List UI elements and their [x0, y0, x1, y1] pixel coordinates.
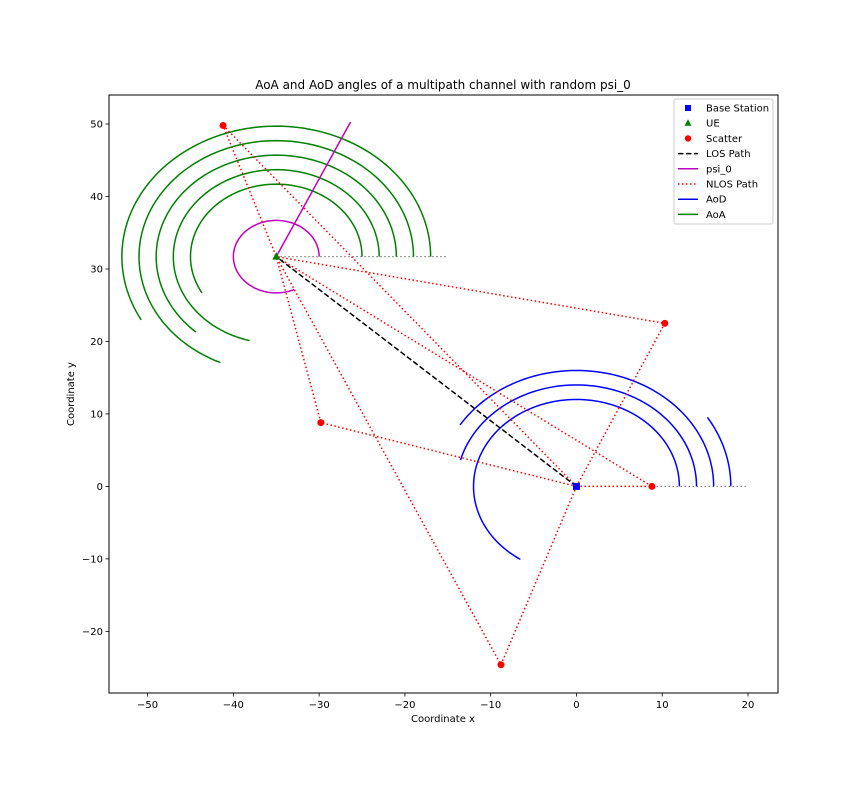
aod-arc-2 [472, 398, 681, 561]
aoa-arc-4 [138, 139, 415, 364]
x-tick-label: −20 [394, 700, 415, 711]
legend: Base Station UE Scatter LOS Path psi_0 NLOS P… [673, 98, 774, 225]
base-station-marker [572, 482, 580, 490]
scatterer-point-2 [317, 419, 325, 427]
aoa-arc-3 [155, 154, 398, 333]
x-tick-label: 20 [742, 700, 755, 711]
x-tick-label: −50 [137, 700, 158, 711]
legend-label: LOS Path [706, 149, 751, 160]
legend-label: Base Station [706, 104, 769, 115]
chart-title: AoA and AoD angles of a multipath channe… [255, 78, 631, 92]
x-tick-label: −30 [309, 700, 330, 711]
legend-handle-square [685, 105, 691, 111]
ue-marker [272, 252, 281, 260]
legend-box [673, 98, 774, 225]
x-tick-label: −10 [480, 700, 501, 711]
y-tick-label: 0 [97, 482, 103, 493]
y-tick-label: −20 [82, 627, 103, 638]
x-tick-label: 10 [656, 700, 669, 711]
legend-label: AoA [706, 210, 726, 221]
scatterer-point-5 [497, 661, 505, 669]
legend-label: UE [706, 119, 720, 130]
nlos-path-5 [275, 256, 578, 667]
x-tick-label: −40 [223, 700, 244, 711]
scatterer-point-4 [648, 482, 656, 490]
legend-handle-circle [684, 135, 692, 142]
psi0-arc [232, 219, 320, 294]
y-axis-label: Coordinate y [66, 362, 77, 426]
psi0-direction-line [275, 121, 352, 258]
ticks-layer: −50 −40 −30 −20 −10 0 10 20 −20 −10 0 10 20 30 40 50 [82, 119, 754, 711]
aoa-arc-1 [189, 183, 363, 294]
x-axis-label: Coordinate x [411, 714, 475, 725]
los-path [275, 256, 577, 488]
plot-layer [121, 121, 748, 669]
y-tick-label: 10 [90, 409, 103, 420]
aoa-arc-2 [172, 168, 380, 342]
legend-label: Scatter [706, 134, 743, 145]
scatterer-point-1 [219, 121, 227, 129]
aod-arc-3 [459, 384, 698, 487]
aoa-arc-5 [121, 125, 432, 321]
legend-label: NLOS Path [706, 180, 758, 191]
y-tick-label: 20 [90, 337, 103, 348]
y-tick-label: −10 [82, 554, 103, 565]
scatterer-point-3 [661, 319, 669, 327]
axes-frame [108, 94, 779, 694]
legend-label: psi_0 [706, 164, 732, 175]
legend-handle-triangle [684, 119, 692, 126]
aod-arc-4 [459, 369, 715, 487]
aod-arc-5 [706, 416, 732, 487]
legend-items: Base Station UE Scatter LOS Path psi_0 NLOS P… [678, 104, 769, 221]
nlos-path-4 [275, 256, 655, 488]
y-tick-label: 40 [90, 192, 103, 203]
legend-label: AoD [706, 195, 727, 206]
x-tick-label: 0 [573, 700, 579, 711]
y-tick-label: 30 [90, 264, 103, 275]
y-tick-label: 50 [90, 119, 103, 130]
